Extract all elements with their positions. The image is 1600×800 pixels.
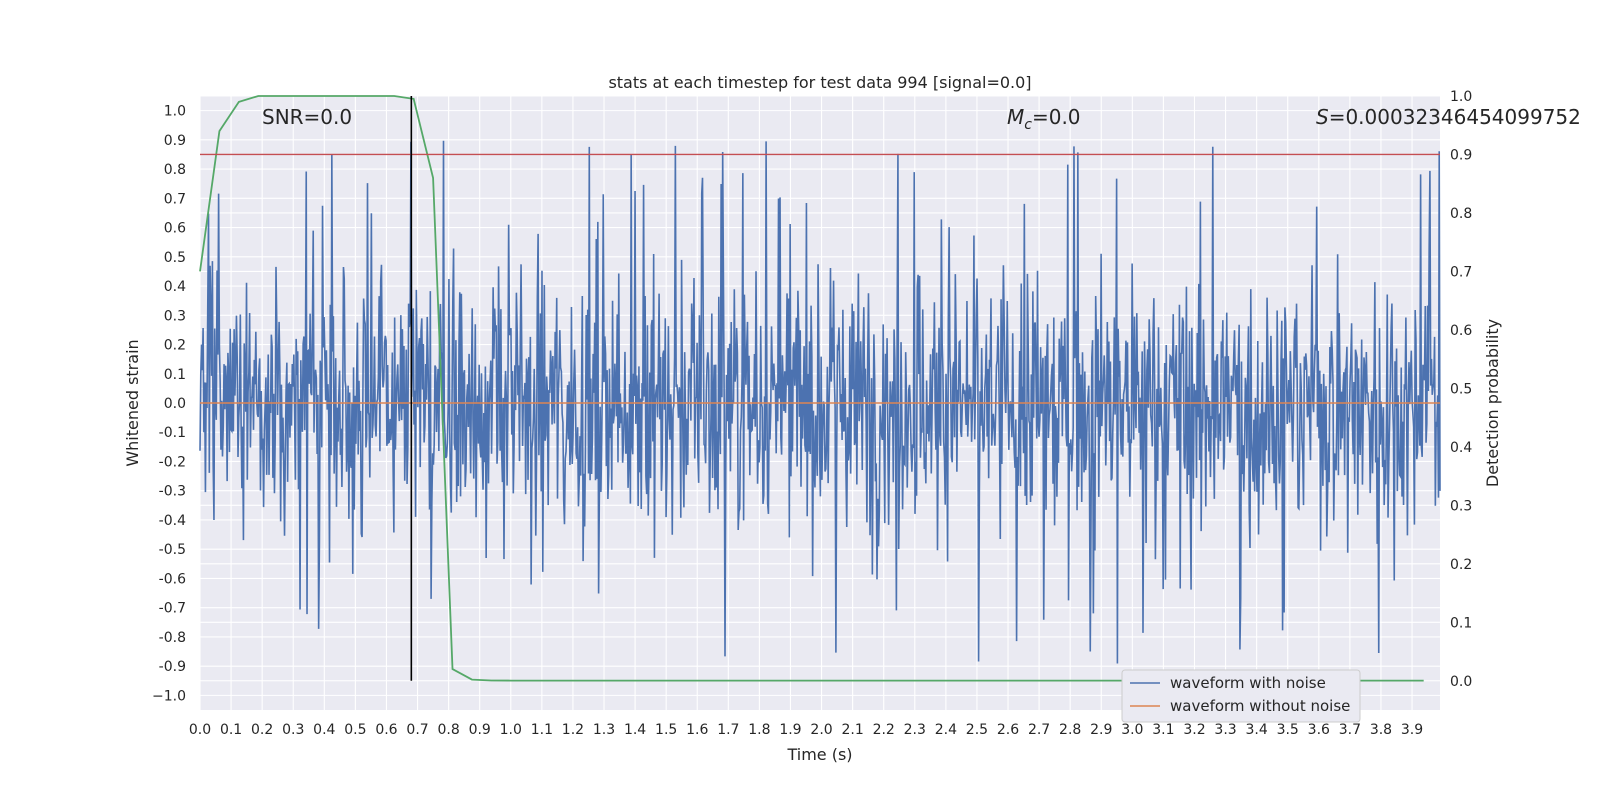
x-tick-label: 0.4 (313, 722, 335, 738)
x-tick-label: 1.7 (717, 722, 739, 738)
s-annotation: S=0.00032346454099752 (1316, 105, 1581, 129)
x-tick-label: 1.5 (655, 722, 677, 738)
y-axis-label: Whitened strain (123, 339, 142, 466)
x-tick-label: 2.6 (997, 722, 1019, 738)
x-axis-label: Time (s) (786, 745, 852, 764)
y-tick-label: 0.8 (164, 162, 186, 178)
x-tick-label: 3.2 (1183, 722, 1205, 738)
legend: waveform with noise waveform without noi… (1121, 669, 1361, 723)
x-tick-label: 3.8 (1370, 722, 1392, 738)
x-tick-label: 2.8 (1059, 722, 1081, 738)
x-tick-label: 0.6 (375, 722, 397, 738)
x-tick-label: 2.0 (810, 722, 832, 738)
y-tick-label: -0.1 (159, 425, 186, 441)
y-tick-label: -0.9 (159, 659, 186, 675)
x-tick-label: 1.8 (748, 722, 770, 738)
x-tick-label: 2.2 (873, 722, 895, 738)
legend-label-clean: waveform without noise (1170, 697, 1350, 715)
y-tick-label: -0.3 (159, 484, 186, 500)
y-tick-label: 0.6 (164, 221, 186, 237)
detection-probability-line (199, 95, 1424, 682)
y-tick-label: 0.7 (164, 191, 186, 207)
mc-subscript: c (1024, 117, 1032, 133)
x-tick-label: 0.2 (251, 722, 273, 738)
y2-axis-label: Detection probability (1483, 319, 1502, 487)
y-tick-label: -0.7 (159, 601, 186, 617)
x-tick-label: 3.4 (1246, 722, 1268, 738)
x-tick-label: 0.5 (344, 722, 366, 738)
y-tick-label: 1.0 (164, 104, 186, 120)
x-tick-label: 2.3 (904, 722, 926, 738)
chart-title: stats at each timestep for test data 994… (608, 73, 1031, 92)
y-tick-label: 0.9 (164, 133, 186, 149)
x-tick-label: 2.4 (935, 722, 957, 738)
y2-tick-label: 0.4 (1450, 440, 1472, 456)
x-tick-label: 2.1 (841, 722, 863, 738)
mc-value: =0.0 (1032, 105, 1081, 129)
x-tick-label: 3.1 (1152, 722, 1174, 738)
y2-tick-label: 1.0 (1450, 89, 1472, 105)
waveform-with-noise-line (199, 140, 1441, 664)
x-tick-label: 2.5 (966, 722, 988, 738)
s-symbol: S (1316, 105, 1329, 129)
y2-tick-label: 0.3 (1450, 498, 1472, 514)
y-tick-label: -0.4 (159, 513, 186, 529)
y-tick-label: 0.3 (164, 308, 186, 324)
snr-annotation: SNR=0.0 (262, 105, 352, 129)
x-tick-label: 0.8 (437, 722, 459, 738)
y-tick-label: −1.0 (152, 688, 186, 704)
y-tick-label: 0.4 (164, 279, 186, 295)
x-tick-label: 1.1 (531, 722, 553, 738)
waveform-with-noise-series (199, 140, 1441, 664)
y-tick-label: -0.5 (159, 542, 186, 558)
x-tick-label: 0.3 (282, 722, 304, 738)
x-tick-label: 1.0 (500, 722, 522, 738)
x-tick-label: 3.3 (1214, 722, 1236, 738)
x-tick-label: 1.9 (779, 722, 801, 738)
x-tick-label: 1.4 (624, 722, 646, 738)
x-tick-label: 3.9 (1401, 722, 1423, 738)
y2-tick-label: 0.7 (1450, 264, 1472, 280)
x-tick-label: 3.7 (1339, 722, 1361, 738)
y-tick-label: -0.8 (159, 630, 186, 646)
y2-tick-label: 0.5 (1450, 381, 1472, 397)
y-tick-label: 0.5 (164, 250, 186, 266)
y2-tick-label: 0.8 (1450, 206, 1472, 222)
y2-tick-label: 0.2 (1450, 557, 1472, 573)
x-tick-labels: 0.0 0.1 0.2 0.3 0.4 0.5 0.6 0.7 0.8 0.9 1.0 1.1 1.2 1… (189, 722, 1423, 738)
y2-tick-label: 0.0 (1450, 674, 1472, 690)
legend-label-noise: waveform with noise (1170, 674, 1326, 692)
y2-tick-label: 0.6 (1450, 323, 1472, 339)
x-tick-label: 0.9 (469, 722, 491, 738)
reference-lines (200, 96, 1440, 681)
x-tick-label: 3.5 (1277, 722, 1299, 738)
x-tick-label: 2.9 (1090, 722, 1112, 738)
y-tick-label: 0.2 (164, 338, 186, 354)
y2-tick-label: 0.1 (1450, 615, 1472, 631)
x-tick-label: 0.1 (220, 722, 242, 738)
s-value: =0.00032346454099752 (1329, 105, 1581, 129)
chirp-mass-annotation: Mc=0.0 (1007, 105, 1081, 133)
y-tick-labels: 1.0 0.9 0.8 0.7 0.6 0.5 0.4 0.3 0.2 0.1 0.0 -0.1 -0.… (152, 104, 186, 705)
y-tick-label: -0.2 (159, 454, 186, 470)
x-tick-label: 1.2 (562, 722, 584, 738)
x-tick-label: 1.6 (686, 722, 708, 738)
x-tick-label: 0.7 (406, 722, 428, 738)
y2-tick-label: 0.9 (1450, 147, 1472, 163)
y-tick-label: -0.6 (159, 571, 186, 587)
x-tick-label: 2.7 (1028, 722, 1050, 738)
y-tick-label: 0.0 (164, 396, 186, 412)
x-tick-label: 3.0 (1121, 722, 1143, 738)
x-tick-label: 0.0 (189, 722, 211, 738)
x-tick-label: 3.6 (1308, 722, 1330, 738)
legend-box (1121, 669, 1361, 723)
x-tick-label: 1.3 (593, 722, 615, 738)
mc-symbol: M (1007, 105, 1024, 129)
detection-probability-series (199, 95, 1424, 682)
y2-tick-labels: 1.0 0.9 0.8 0.7 0.6 0.5 0.4 0.3 0.2 0.1 0.0 (1450, 89, 1472, 690)
y-tick-label: 0.1 (164, 367, 186, 383)
